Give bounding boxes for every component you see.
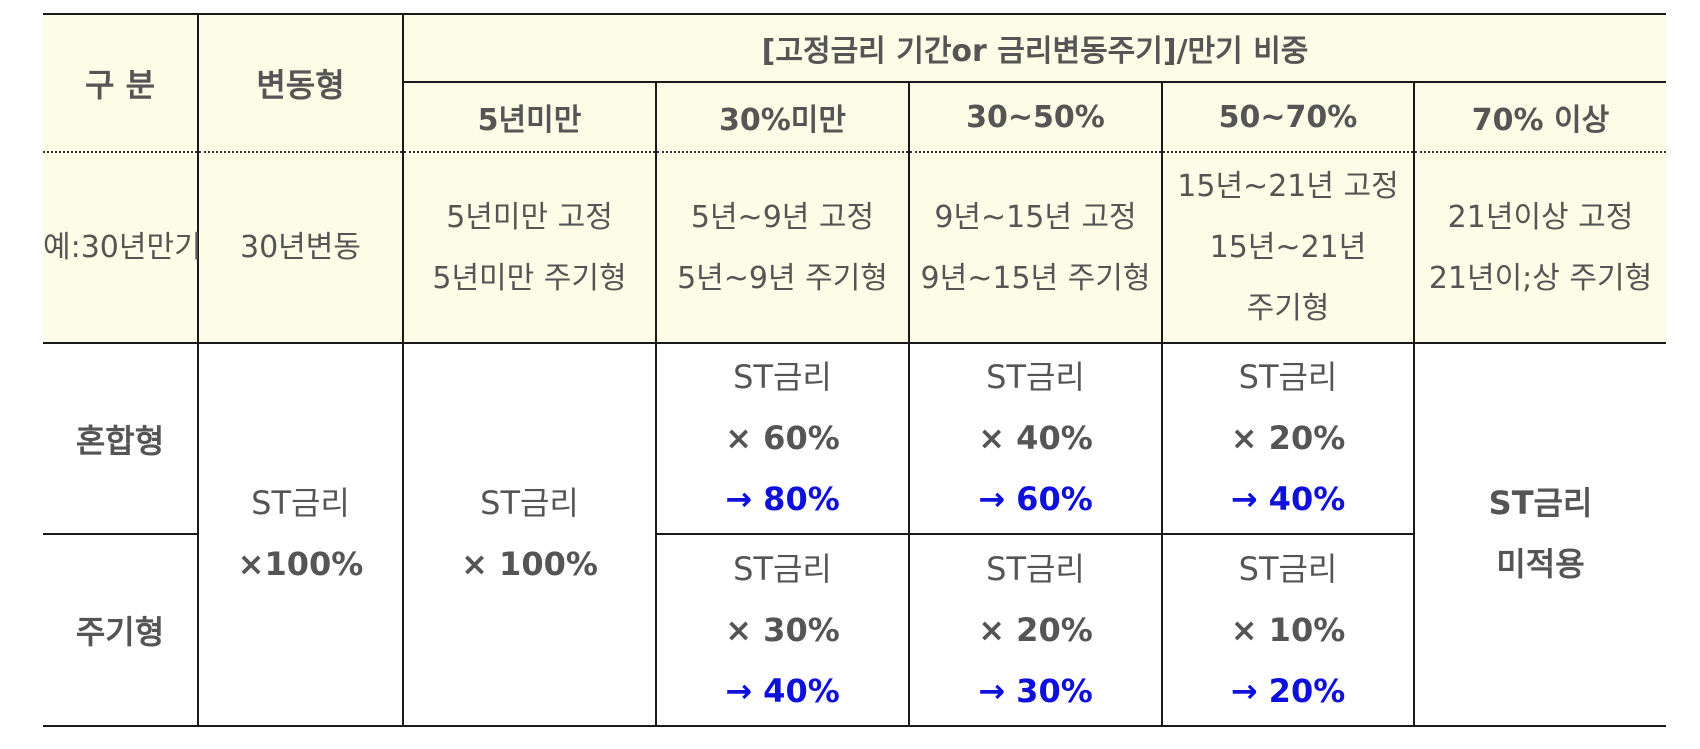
header-category: 구 분	[43, 12, 198, 154]
variable-value-factor: ×100%	[237, 545, 364, 584]
col-header-under-30: 30%미만	[655, 82, 909, 154]
col-header-50-70: 50~70%	[1161, 82, 1414, 154]
header-variable: 변동형	[197, 12, 403, 154]
mixed-factor: × 60%	[725, 419, 840, 458]
periodic-cell-under-30: ST금리 × 30% → 40%	[655, 533, 909, 727]
periodic-factor: × 20%	[978, 610, 1093, 649]
example-line: 5년미만 고정	[446, 199, 613, 235]
example-line: 21년이;상 주기형	[1428, 260, 1653, 296]
example-variable: 30년변동	[197, 152, 403, 344]
periodic-cell-30-50: ST금리 × 20% → 30%	[908, 533, 1162, 727]
periodic-base: ST금리	[986, 549, 1085, 588]
col-header-over-70: 70% 이상	[1412, 82, 1667, 154]
under5-value-base: ST금리	[480, 484, 579, 523]
example-line: 5년미만 주기형	[432, 260, 627, 296]
mixed-cell-under-30: ST금리 × 60% → 80%	[655, 342, 909, 535]
mixed-row: 혼합형 ST금리 ×100% ST금리 × 100% ST금리 × 60% → …	[43, 342, 1667, 728]
rate-table-wrapper: 구 분 변동형 [고정금리 기간or 금리변동주기]/만기 비중 5년미만 30…	[43, 12, 1667, 728]
mixed-result: → 60%	[978, 480, 1093, 519]
example-cell-over-70: 21년이상 고정 21년이;상 주기형	[1412, 152, 1667, 344]
example-line: 9년~15년 고정	[934, 199, 1137, 235]
example-line: 5년~9년 주기형	[677, 260, 888, 296]
mixed-base: ST금리	[733, 358, 832, 397]
example-label: 예:30년만기	[43, 152, 202, 344]
col-header-30-50: 30~50%	[908, 82, 1162, 154]
example-line: 주기형	[1246, 291, 1330, 327]
example-row: 예:30년만기 30년변동 5년미만 고정 5년미만 주기형 5년~9년 고정 …	[43, 152, 1667, 344]
example-cell-30-50: 9년~15년 고정 9년~15년 주기형	[908, 152, 1162, 344]
periodic-factor: × 30%	[725, 610, 840, 649]
mixed-result: → 40%	[1230, 480, 1346, 519]
header-row-1: 구 분 변동형 [고정금리 기간or 금리변동주기]/만기 비중	[43, 12, 1667, 154]
header-group-title: [고정금리 기간or 금리변동주기]/만기 비중	[401, 12, 1667, 84]
under5-value-cell: ST금리 × 100%	[402, 342, 656, 728]
mixed-base: ST금리	[986, 358, 1085, 397]
periodic-result: → 20%	[1230, 671, 1346, 710]
mixed-cell-50-70: ST금리 × 20% → 40%	[1161, 342, 1414, 535]
over70-value-cell: ST금리 미적용	[1412, 342, 1667, 728]
periodic-row: 주기형 ST금리 × 30% → 40% ST금리 × 20% → 30% ST…	[43, 533, 1666, 727]
col-header-under-5y: 5년미만	[402, 82, 656, 154]
over70-value-note: 미적용	[1496, 545, 1585, 584]
periodic-factor: × 10%	[1230, 610, 1346, 649]
example-line: 21년이상 고정	[1447, 199, 1634, 235]
example-line: 5년~9년 고정	[690, 199, 875, 235]
variable-value-cell: ST금리 ×100%	[197, 342, 403, 728]
st-rate-table: 구 분 변동형 [고정금리 기간or 금리변동주기]/만기 비중 5년미만 30…	[43, 12, 1667, 728]
periodic-cell-50-70: ST금리 × 10% → 20%	[1161, 533, 1414, 727]
example-line: 15년~21년	[1209, 230, 1367, 266]
periodic-base: ST금리	[1238, 549, 1338, 588]
example-cell-50-70: 15년~21년 고정 15년~21년 주기형	[1161, 152, 1414, 344]
mixed-base: ST금리	[1238, 358, 1338, 397]
header-row-2: 5년미만 30%미만 30~50% 50~70% 70% 이상	[43, 82, 1667, 154]
example-cell-under-5y: 5년미만 고정 5년미만 주기형	[402, 152, 656, 344]
over70-value-base: ST금리	[1488, 484, 1593, 523]
row-label-periodic: 주기형	[43, 533, 198, 727]
mixed-factor: × 20%	[1230, 419, 1346, 458]
mixed-factor: × 40%	[978, 419, 1093, 458]
periodic-result: → 40%	[725, 671, 840, 710]
variable-value-base: ST금리	[251, 484, 350, 523]
periodic-result: → 30%	[978, 671, 1093, 710]
periodic-base: ST금리	[733, 549, 832, 588]
mixed-result: → 80%	[725, 480, 840, 519]
under5-value-factor: × 100%	[461, 545, 598, 584]
example-line: 9년~15년 주기형	[920, 260, 1151, 296]
example-cell-under-30: 5년~9년 고정 5년~9년 주기형	[655, 152, 909, 344]
row-label-mixed: 혼합형	[75, 421, 165, 460]
example-line: 15년~21년 고정	[1177, 169, 1399, 205]
mixed-cell-30-50: ST금리 × 40% → 60%	[908, 342, 1162, 535]
